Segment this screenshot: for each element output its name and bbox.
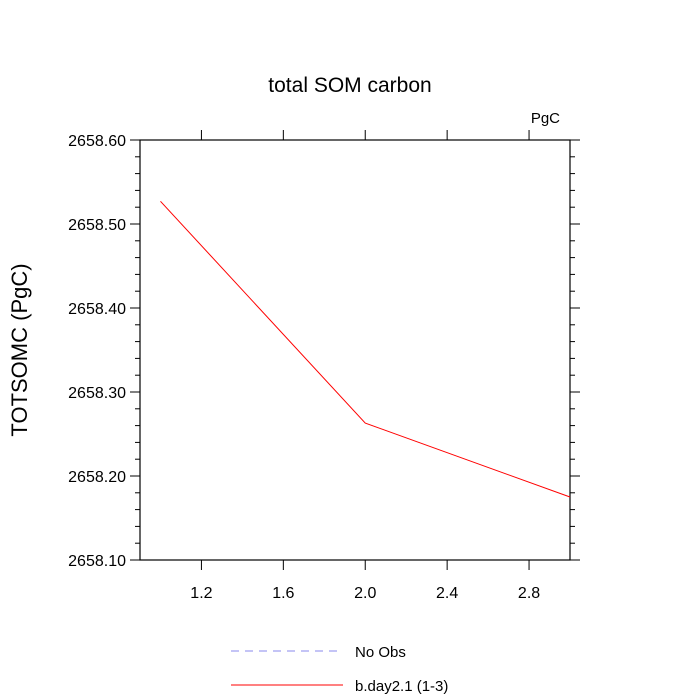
- units-label: PgC: [531, 110, 560, 127]
- x-tick-label: 2.8: [518, 585, 540, 602]
- legend: No Obs b.day2.1 (1-3): [231, 644, 448, 695]
- series-line: [160, 200, 571, 498]
- x-tick-label: 1.6: [272, 585, 294, 602]
- series-lines: [160, 200, 571, 498]
- y-axis-label: TOTSOMC (PgC): [7, 263, 32, 436]
- legend-label: b.day2.1 (1-3): [355, 678, 448, 695]
- y-tick-label: 2658.10: [68, 553, 126, 570]
- y-tick-label: 2658.50: [68, 217, 126, 234]
- y-tick-label: 2658.40: [68, 301, 126, 318]
- legend-label: No Obs: [355, 644, 406, 661]
- y-tick-label: 2658.60: [68, 133, 126, 150]
- x-tick-label: 2.4: [436, 585, 458, 602]
- x-tick-label: 1.2: [190, 585, 212, 602]
- y-tick-label: 2658.20: [68, 469, 126, 486]
- x-tick-label: 2.0: [354, 585, 376, 602]
- plot-frame: [139, 139, 571, 561]
- chart-title: total SOM carbon: [268, 74, 431, 97]
- axis-ticks: [130, 130, 580, 570]
- y-tick-label: 2658.30: [68, 385, 126, 402]
- tick-labels: 1.2 1.6 2.0 2.4 2.8 2658.10 2658.20 2658.30 2658…: [68, 133, 540, 602]
